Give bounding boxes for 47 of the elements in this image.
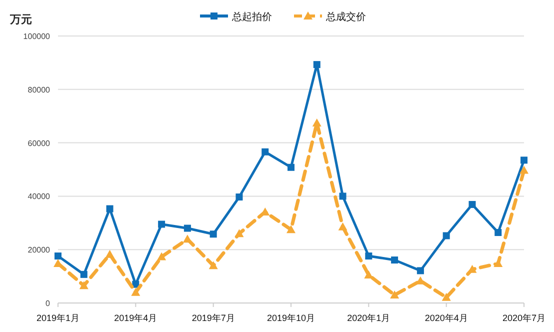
point — [79, 281, 88, 290]
point — [158, 220, 166, 228]
x-tick-label: 2019年1月 — [36, 313, 80, 323]
point — [208, 261, 218, 270]
y-tick-label: 40000 — [28, 192, 51, 202]
point — [105, 250, 114, 258]
point — [54, 252, 62, 260]
point — [442, 292, 451, 301]
y-tick-label: 100000 — [23, 32, 51, 41]
point — [365, 252, 372, 260]
point — [313, 61, 320, 68]
legend-label: 总起拍价 — [231, 11, 272, 23]
y-axis-title: 万元 — [9, 14, 32, 26]
point — [80, 270, 88, 278]
point — [339, 192, 346, 200]
point — [236, 194, 243, 200]
y-tick-label: 0 — [46, 299, 51, 308]
x-tick-label: 2020年1月 — [347, 313, 390, 323]
point — [416, 267, 424, 274]
x-tick-label: 2019年7月 — [192, 313, 235, 323]
point — [182, 234, 192, 243]
y-tick-label: 20000 — [28, 246, 51, 255]
x-tick-label: 2020年4月 — [424, 313, 468, 323]
point — [390, 290, 400, 298]
legend-label: 总成交价 — [325, 11, 366, 23]
y-tick-label: 60000 — [28, 138, 51, 148]
point — [468, 200, 476, 208]
point — [520, 156, 528, 164]
point — [520, 166, 528, 174]
point — [494, 229, 502, 236]
point — [312, 118, 322, 127]
point — [157, 252, 166, 260]
x-tick-label: 2019年10月 — [266, 313, 316, 323]
point — [234, 229, 244, 238]
y-tick-label: 80000 — [28, 85, 51, 94]
point — [442, 232, 450, 240]
point — [131, 288, 140, 296]
x-tick-label: 2019年4月 — [114, 313, 158, 323]
point — [286, 225, 296, 234]
point — [184, 224, 191, 232]
point — [262, 148, 269, 156]
point — [106, 205, 114, 212]
point — [210, 230, 217, 238]
point — [391, 256, 398, 264]
point — [288, 164, 294, 171]
point — [338, 222, 348, 230]
x-tick-label: 2020年7月 — [502, 313, 546, 323]
